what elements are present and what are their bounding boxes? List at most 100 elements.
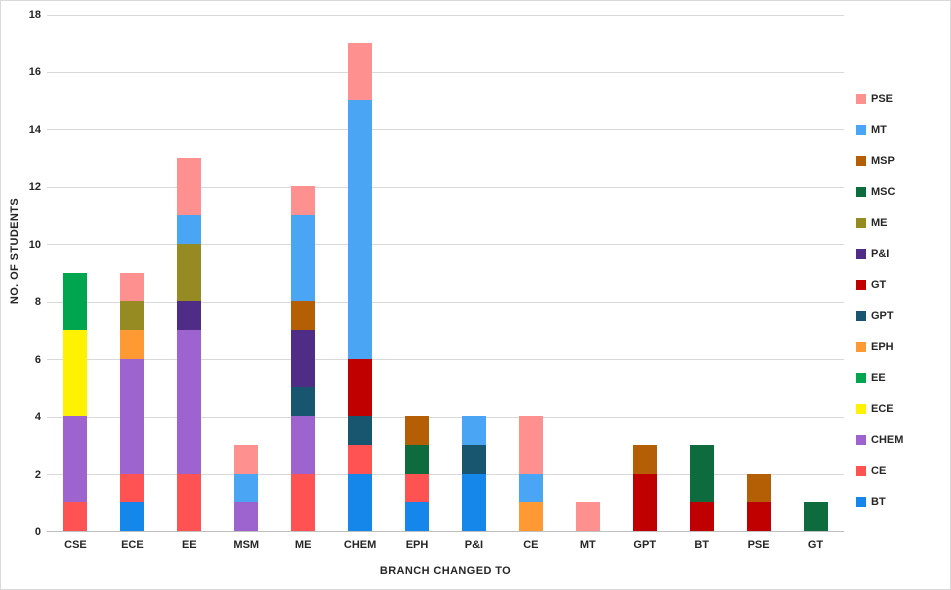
bar-segment-BT-MSC[interactable] (689, 444, 714, 503)
bar-segment-ME-CHEM[interactable] (291, 416, 316, 474)
bar-segment-ECE-BT[interactable] (120, 502, 145, 531)
bar-segment-P&I-BT[interactable] (461, 473, 486, 531)
y-axis-tick-label: 10 (28, 238, 41, 251)
legend-item-ME[interactable]: ME (856, 217, 903, 229)
x-axis-category-label: MSM (233, 539, 260, 551)
legend-swatch (856, 435, 866, 445)
legend-item-EPH[interactable]: EPH (856, 341, 903, 353)
x-axis-category-label: EE (181, 539, 197, 551)
gridline (47, 244, 844, 246)
legend-label: EE (871, 372, 886, 384)
y-axis-tick-label: 12 (28, 181, 41, 194)
bar-segment-EPH-CE[interactable] (405, 473, 430, 503)
bar-segment-BT-GT[interactable] (689, 502, 714, 531)
bar-segment-ECE-CE[interactable] (120, 473, 145, 503)
y-axis-tick-label: 14 (28, 123, 41, 136)
x-axis-category-label: EPH (405, 539, 429, 551)
legend-label: P&I (871, 248, 890, 260)
bar-segment-ME-CE[interactable] (291, 473, 316, 531)
bar-segment-CE-MT[interactable] (518, 473, 543, 503)
legend-label: CE (871, 465, 887, 477)
bar-segment-CHEM-BT[interactable] (348, 473, 373, 531)
x-axis-category-label: CE (523, 539, 539, 551)
bar-segment-CSE-ECE[interactable] (63, 329, 88, 417)
legend-swatch (856, 342, 866, 352)
bar-segment-CHEM-GPT[interactable] (348, 416, 373, 445)
bar-segment-EE-CE[interactable] (177, 473, 202, 531)
legend-swatch (856, 94, 866, 104)
plot-area (47, 14, 844, 532)
gridline (47, 14, 844, 16)
bar-segment-MSM-PSE[interactable] (234, 444, 259, 474)
bar-segment-P&I-GPT[interactable] (461, 444, 486, 474)
bar-segment-EE-ME[interactable] (177, 243, 202, 302)
bar-segment-GPT-GT[interactable] (632, 473, 657, 531)
bar-segment-CHEM-PSE[interactable] (348, 42, 373, 101)
bar-segment-ECE-CHEM[interactable] (120, 358, 145, 474)
bar-segment-CSE-CE[interactable] (63, 502, 88, 531)
legend-swatch (856, 497, 866, 507)
legend-item-GPT[interactable]: GPT (856, 310, 903, 322)
bar-segment-P&I-MT[interactable] (461, 416, 486, 445)
legend-item-EE[interactable]: EE (856, 372, 903, 384)
legend-item-CHEM[interactable]: CHEM (856, 434, 903, 446)
bar-segment-CE-EPH[interactable] (518, 502, 543, 531)
y-axis-tick-label: 4 (34, 411, 41, 424)
bar-segment-CHEM-CE[interactable] (348, 444, 373, 474)
legend-item-BT[interactable]: BT (856, 496, 903, 508)
legend-swatch (856, 187, 866, 197)
bar-segment-EE-CHEM[interactable] (177, 329, 202, 474)
legend-item-MSP[interactable]: MSP (856, 155, 903, 167)
gridline (47, 416, 844, 418)
legend-label: GT (871, 279, 887, 291)
legend-swatch (856, 218, 866, 228)
legend-label: BT (871, 496, 886, 508)
gridline (47, 359, 844, 361)
bar-segment-EE-MT[interactable] (177, 215, 202, 244)
gridline (47, 474, 844, 476)
x-axis-category-label: GPT (633, 539, 657, 551)
bar-segment-CSE-CHEM[interactable] (63, 416, 88, 503)
bar-segment-CSE-EE[interactable] (63, 272, 88, 330)
bar-segment-MT-PSE[interactable] (575, 502, 600, 531)
bar-segment-ME-MSP[interactable] (291, 301, 316, 330)
bar-segment-GT-MSC[interactable] (803, 502, 828, 531)
bar-segment-ME-GPT[interactable] (291, 387, 316, 417)
legend-item-PSE[interactable]: PSE (856, 93, 903, 105)
bar-segment-EPH-BT[interactable] (405, 502, 430, 531)
legend-swatch (856, 373, 866, 383)
legend-item-MSC[interactable]: MSC (856, 186, 903, 198)
legend-swatch (856, 404, 866, 414)
bar-segment-GPT-MSP[interactable] (632, 444, 657, 474)
bar-segment-EPH-MSP[interactable] (405, 416, 430, 445)
legend-swatch (856, 466, 866, 476)
y-axis-tick-label: 8 (34, 296, 41, 309)
bar-segment-ECE-ME[interactable] (120, 301, 145, 330)
bar-segment-CE-PSE[interactable] (518, 416, 543, 474)
bar-segment-ME-P&I[interactable] (291, 329, 316, 388)
x-axis-category-label: CHEM (343, 539, 377, 551)
bar-segment-PSE-MSP[interactable] (746, 473, 771, 503)
legend-item-MT[interactable]: MT (856, 124, 903, 136)
legend-item-P&I[interactable]: P&I (856, 248, 903, 260)
bar-segment-ECE-EPH[interactable] (120, 329, 145, 359)
bar-segment-MSM-CHEM[interactable] (234, 502, 259, 531)
legend-item-CE[interactable]: CE (856, 465, 903, 477)
bar-segment-CHEM-GT[interactable] (348, 358, 373, 417)
legend-item-GT[interactable]: GT (856, 279, 903, 291)
bar-segment-ECE-PSE[interactable] (120, 272, 145, 302)
bar-segment-MSM-MT[interactable] (234, 473, 259, 503)
bar-segment-ME-PSE[interactable] (291, 186, 316, 216)
bar-segment-PSE-GT[interactable] (746, 502, 771, 531)
bar-segment-EE-P&I[interactable] (177, 301, 202, 330)
gridline (47, 186, 844, 188)
legend-label: ECE (871, 403, 894, 415)
y-axis-tick-label: 2 (34, 468, 41, 481)
legend-label: MSC (871, 186, 896, 198)
bar-segment-EE-PSE[interactable] (177, 157, 202, 216)
bar-segment-CHEM-MT[interactable] (348, 100, 373, 359)
x-axis-category-label: GT (807, 539, 824, 551)
legend-item-ECE[interactable]: ECE (856, 403, 903, 415)
bar-segment-EPH-MSC[interactable] (405, 444, 430, 474)
bar-segment-ME-MT[interactable] (291, 215, 316, 302)
